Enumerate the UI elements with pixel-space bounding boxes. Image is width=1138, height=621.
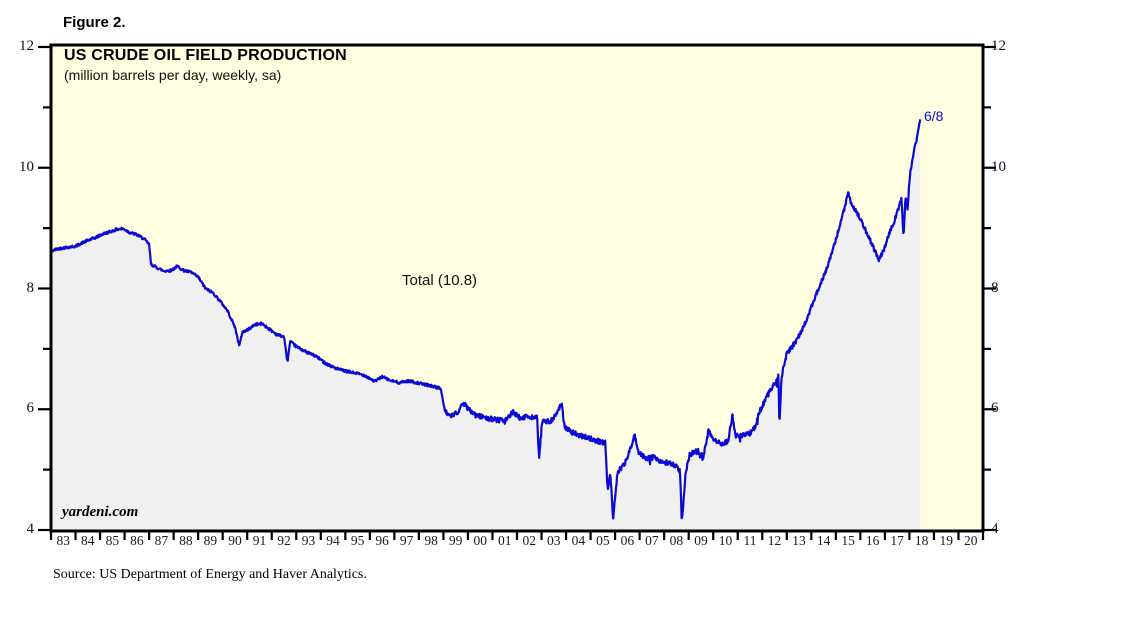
series-annotation: Total (10.8) — [402, 272, 478, 289]
y-axis-label-right: 8 — [991, 279, 999, 296]
chart-title: US CRUDE OIL FIELD PRODUCTION — [64, 47, 347, 64]
x-axis-label: 04 — [571, 533, 586, 548]
y-axis-label-right: 10 — [991, 158, 1006, 175]
x-axis-label: 96 — [375, 533, 389, 548]
x-axis-label: 88 — [179, 533, 193, 548]
x-axis-label: 12 — [767, 533, 782, 548]
x-axis-label: 02 — [522, 533, 537, 548]
area-under-line — [51, 119, 921, 531]
x-axis-label: 87 — [154, 533, 169, 548]
x-axis-label: 07 — [645, 533, 659, 548]
figure-label: Figure 2. — [63, 14, 126, 31]
x-axis-label: 01 — [497, 533, 512, 548]
x-axis-label: 91 — [252, 533, 267, 548]
y-axis-label-left: 10 — [19, 158, 34, 175]
x-axis-label: 17 — [890, 533, 904, 548]
x-axis-label: 99 — [448, 533, 463, 548]
watermark-yardeni: yardeni.com — [62, 504, 139, 520]
x-axis-label: 86 — [130, 533, 144, 548]
x-axis-label: 18 — [914, 533, 929, 548]
x-axis-label: 03 — [547, 533, 561, 548]
x-axis-label: 05 — [596, 533, 610, 548]
x-axis-label: 14 — [816, 533, 831, 548]
source-note: Source: US Department of Energy and Have… — [53, 567, 367, 582]
x-axis-label: 93 — [301, 533, 316, 548]
x-axis-label: 95 — [350, 533, 365, 548]
x-axis-label: 97 — [399, 533, 414, 548]
x-axis-label: 09 — [694, 533, 708, 548]
x-axis-label: 00 — [473, 533, 487, 548]
production-line — [50, 119, 922, 520]
x-axis-label: 94 — [326, 533, 340, 548]
x-axis-label: 06 — [620, 533, 635, 548]
y-axis-label-right: 6 — [991, 400, 999, 417]
y-axis-label-right: 12 — [991, 38, 1006, 54]
x-axis-label: 90 — [228, 533, 242, 548]
x-axis-label: 13 — [792, 533, 806, 548]
x-axis-label: 10 — [718, 533, 733, 548]
x-axis-label: 83 — [56, 533, 71, 548]
y-axis-label-left: 4 — [26, 521, 35, 537]
x-axis-label: 19 — [939, 533, 953, 548]
y-axis-label-left: 12 — [19, 38, 34, 54]
x-axis-label: 16 — [865, 533, 880, 548]
chart-subtitle: (million barrels per day, weekly, sa) — [64, 67, 282, 83]
x-axis-label: 20 — [963, 533, 978, 548]
x-axis-label: 89 — [203, 533, 218, 548]
x-axis-label: 85 — [105, 533, 120, 548]
x-axis-label: 15 — [841, 533, 855, 548]
y-axis-label-left: 8 — [26, 279, 35, 296]
x-axis-label: 11 — [743, 533, 757, 548]
x-axis-label: 92 — [277, 533, 291, 548]
y-axis-label-right: 4 — [991, 521, 999, 537]
x-axis-label: 98 — [424, 533, 438, 548]
x-axis-label: 84 — [81, 533, 95, 548]
x-axis-label: 08 — [669, 533, 684, 548]
y-axis-label-left: 6 — [26, 400, 35, 417]
last-point-date-annotation: 6/8 — [924, 108, 944, 124]
